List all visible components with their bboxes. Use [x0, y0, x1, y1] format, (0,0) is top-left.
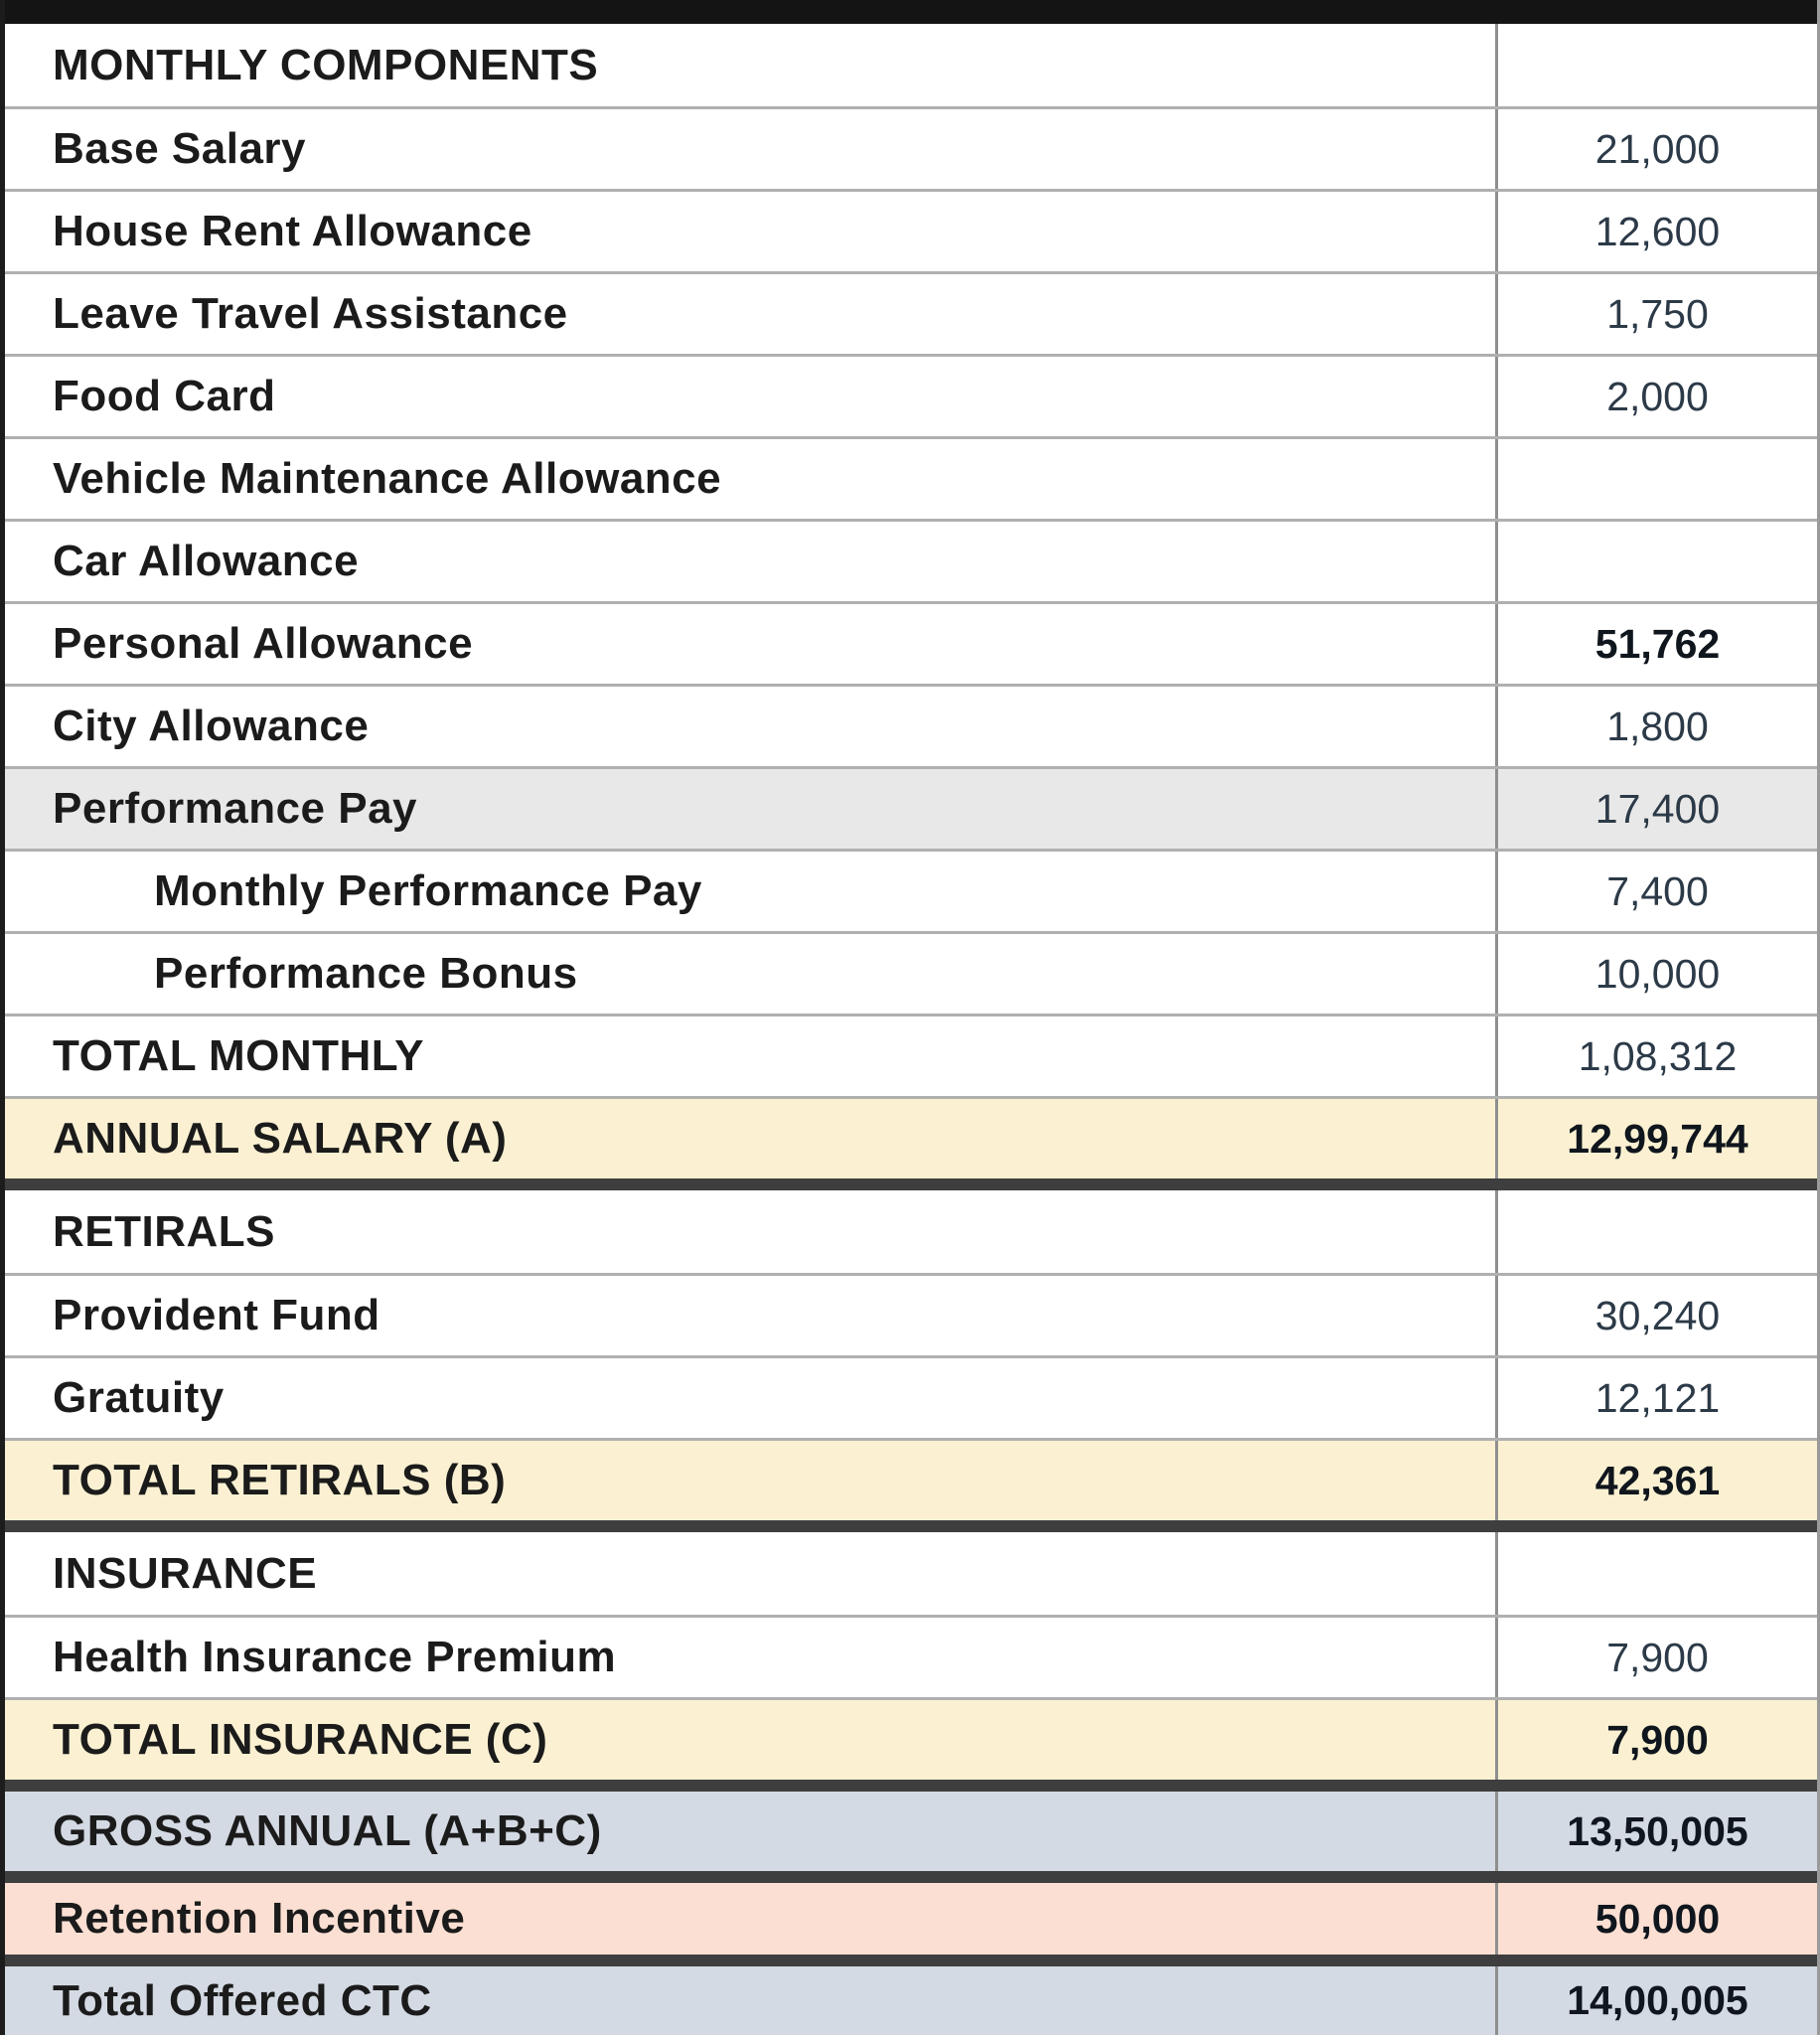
row-value [1495, 439, 1817, 519]
row-label: Provident Fund [53, 1291, 380, 1339]
row-label: TOTAL RETIRALS (B) [53, 1456, 507, 1504]
table-row: TOTAL INSURANCE (C) 7,900 [5, 1697, 1817, 1780]
table-row: Food Card 2,000 [5, 354, 1817, 436]
row-label: Monthly Performance Pay [154, 866, 702, 915]
section-separator [5, 1520, 1817, 1532]
row-value: 14,00,005 [1495, 1966, 1817, 2035]
row-value: 1,750 [1495, 274, 1817, 354]
section-separator [5, 1178, 1817, 1190]
row-label: Personal Allowance [53, 619, 474, 668]
table-row: Health Insurance Premium 7,900 [5, 1615, 1817, 1697]
row-label: GROSS ANNUAL (A+B+C) [53, 1806, 602, 1855]
row-label: House Rent Allowance [53, 207, 532, 255]
table-row: Performance Bonus 10,000 [5, 931, 1817, 1014]
row-value [1495, 1190, 1817, 1273]
row-label: RETIRALS [53, 1206, 275, 1256]
row-label: Performance Pay [53, 784, 418, 833]
table-row: Performance Pay 17,400 [5, 766, 1817, 849]
row-value: 2,000 [1495, 357, 1817, 436]
row-label: INSURANCE [53, 1548, 318, 1598]
row-label: Food Card [53, 372, 276, 420]
row-value: 10,000 [1495, 934, 1817, 1014]
row-label: ANNUAL SALARY (A) [53, 1114, 508, 1163]
table-row: Car Allowance [5, 519, 1817, 601]
row-label: Total Offered CTC [53, 1975, 432, 2025]
row-value: 30,240 [1495, 1276, 1817, 1355]
row-label: Retention Incentive [53, 1894, 466, 1943]
table-row: Total Offered CTC 14,00,005 [5, 1966, 1817, 2035]
row-value: 1,08,312 [1495, 1017, 1817, 1096]
row-value [1495, 24, 1817, 106]
row-label: Health Insurance Premium [53, 1633, 617, 1681]
row-value: 12,121 [1495, 1358, 1817, 1438]
table-row: Gratuity 12,121 [5, 1355, 1817, 1438]
table-row: Base Salary 21,000 [5, 106, 1817, 189]
row-label: Gratuity [53, 1373, 225, 1422]
table-row: Leave Travel Assistance 1,750 [5, 271, 1817, 354]
section-separator [5, 1955, 1817, 1966]
row-value: 7,400 [1495, 852, 1817, 931]
row-label: TOTAL INSURANCE (C) [53, 1715, 548, 1764]
table-row: City Allowance 1,800 [5, 684, 1817, 766]
table-row: ANNUAL SALARY (A) 12,99,744 [5, 1096, 1817, 1178]
row-label: Car Allowance [53, 537, 360, 585]
table-row: RETIRALS [5, 1190, 1817, 1273]
row-value: 50,000 [1495, 1883, 1817, 1955]
row-label: Performance Bonus [154, 949, 578, 998]
row-value [1495, 522, 1817, 601]
row-label: City Allowance [53, 702, 370, 750]
row-value [1495, 1532, 1817, 1615]
row-value: 21,000 [1495, 109, 1817, 189]
row-label: Base Salary [53, 124, 307, 173]
row-label: TOTAL MONTHLY [53, 1031, 424, 1080]
row-value: 7,900 [1495, 1700, 1817, 1780]
row-value: 12,600 [1495, 192, 1817, 271]
row-label: Leave Travel Assistance [53, 289, 568, 338]
row-value: 12,99,744 [1495, 1099, 1817, 1178]
table-row: Personal Allowance 51,762 [5, 601, 1817, 684]
row-value: 51,762 [1495, 604, 1817, 684]
table-row: GROSS ANNUAL (A+B+C) 13,50,005 [5, 1792, 1817, 1871]
table-row: MONTHLY COMPONENTS [5, 24, 1817, 106]
table-top-border [5, 0, 1817, 24]
table-row: TOTAL MONTHLY 1,08,312 [5, 1014, 1817, 1096]
table-row: House Rent Allowance 12,600 [5, 189, 1817, 271]
section-separator [5, 1780, 1817, 1792]
table-row: TOTAL RETIRALS (B) 42,361 [5, 1438, 1817, 1520]
row-value: 13,50,005 [1495, 1792, 1817, 1871]
row-value: 1,800 [1495, 687, 1817, 766]
row-value: 42,361 [1495, 1441, 1817, 1520]
table-row: Monthly Performance Pay 7,400 [5, 849, 1817, 931]
row-label: Vehicle Maintenance Allowance [53, 454, 722, 503]
row-value: 7,900 [1495, 1618, 1817, 1697]
table-row: Retention Incentive 50,000 [5, 1883, 1817, 1955]
row-label: MONTHLY COMPONENTS [53, 40, 599, 89]
table-row: Vehicle Maintenance Allowance [5, 436, 1817, 519]
section-separator [5, 1871, 1817, 1883]
table-row: Provident Fund 30,240 [5, 1273, 1817, 1355]
table-row: INSURANCE [5, 1532, 1817, 1615]
row-value: 17,400 [1495, 769, 1817, 849]
